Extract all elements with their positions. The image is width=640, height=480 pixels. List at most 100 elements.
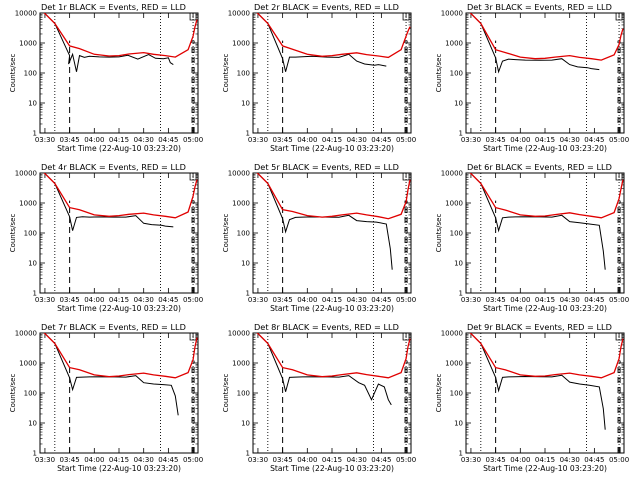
plot-frame [39, 12, 199, 134]
y-tick-label: 1 [33, 450, 37, 458]
y-tick-label: 1000 [232, 360, 250, 368]
y-axis-label: Counts/sec [435, 54, 443, 93]
y-tick-label: 10000 [228, 170, 250, 178]
x-tick-label: 04:00 [84, 296, 104, 304]
marker-bracket [615, 333, 623, 341]
x-tick-label: 04:00 [297, 456, 317, 464]
y-tick-label: 100 [450, 70, 463, 78]
x-tick-label: 04:45 [371, 296, 391, 304]
panel-title: Det 4r BLACK = Events, RED = LLD [41, 162, 186, 172]
x-tick-label: 03:30 [35, 456, 55, 464]
x-tick-label: 05:00 [396, 136, 416, 144]
plot-frame [465, 12, 625, 134]
y-tick-label: 10 [241, 420, 250, 428]
y-tick-label: 10000 [228, 330, 250, 338]
x-tick-label: 04:45 [158, 456, 178, 464]
marker-bracket [615, 173, 623, 181]
x-tick-label: 03:30 [461, 456, 481, 464]
x-tick-label: 04:30 [347, 456, 367, 464]
y-tick-label: 100 [450, 390, 463, 398]
series-line-events [469, 13, 600, 74]
series-line-lld [43, 13, 198, 58]
x-tick-label: 04:45 [371, 136, 391, 144]
y-tick-label: 1 [246, 290, 250, 298]
x-tick-label: 03:45 [273, 136, 293, 144]
series-line-events [469, 173, 606, 270]
detector-panel-8: Det 8r BLACK = Events, RED = LLD 1 10 100 10… [222, 322, 416, 473]
panel-title: Det 3r BLACK = Events, RED = LLD [467, 2, 612, 12]
detector-panel-7: Det 7r BLACK = Events, RED = LLD 1 10 100 10… [9, 322, 203, 473]
y-tick-label: 10000 [15, 10, 37, 18]
x-tick-label: 04:15 [322, 296, 342, 304]
marker-bracket [189, 333, 197, 341]
y-tick-label: 10000 [228, 10, 250, 18]
x-tick-label: 03:45 [273, 296, 293, 304]
x-tick-label: 04:45 [371, 456, 391, 464]
x-tick-label: 05:00 [183, 296, 203, 304]
x-tick-label: 05:00 [609, 296, 629, 304]
x-tick-label: 04:15 [109, 296, 129, 304]
x-tick-label: 04:00 [84, 136, 104, 144]
x-tick-label: 05:00 [609, 456, 629, 464]
y-tick-label: 10 [28, 260, 37, 268]
x-tick-label: 04:15 [322, 456, 342, 464]
x-tick-label: 03:45 [60, 456, 80, 464]
x-tick-label: 04:30 [560, 456, 580, 464]
marker-bracket [189, 13, 197, 21]
x-tick-label: 04:15 [535, 296, 555, 304]
x-axis-label: Start Time (22-Aug-10 03:23:20) [57, 144, 181, 153]
x-tick-label: 04:45 [584, 456, 604, 464]
x-tick-label: 05:00 [183, 136, 203, 144]
y-axis-label: Counts/sec [9, 214, 17, 253]
detector-panel-3: Det 3r BLACK = Events, RED = LLD 1 10 100 10… [435, 2, 629, 153]
x-tick-label: 04:30 [134, 296, 154, 304]
x-tick-label: 04:45 [584, 136, 604, 144]
panel-title: Det 5r BLACK = Events, RED = LLD [254, 162, 399, 172]
x-tick-label: 04:15 [322, 136, 342, 144]
y-tick-label: 10000 [441, 10, 463, 18]
y-tick-label: 1 [459, 450, 463, 458]
y-tick-label: 10 [241, 100, 250, 108]
series-line-events [43, 173, 174, 231]
x-tick-label: 04:00 [297, 296, 317, 304]
y-axis-label: Counts/sec [222, 214, 230, 253]
x-axis-label: Start Time (22-Aug-10 03:23:20) [57, 464, 181, 473]
y-tick-label: 1000 [445, 200, 463, 208]
panel-title: Det 6r BLACK = Events, RED = LLD [467, 162, 612, 172]
x-tick-label: 04:00 [510, 296, 530, 304]
y-tick-label: 10000 [15, 170, 37, 178]
series-line-lld [256, 173, 411, 220]
y-tick-label: 1000 [19, 40, 37, 48]
panel-title: Det 8r BLACK = Events, RED = LLD [254, 322, 399, 332]
x-tick-label: 04:15 [535, 456, 555, 464]
y-tick-label: 1 [33, 290, 37, 298]
x-tick-label: 05:00 [183, 456, 203, 464]
panel-title: Det 1r BLACK = Events, RED = LLD [41, 2, 186, 12]
y-axis-label: Counts/sec [9, 374, 17, 413]
y-tick-label: 1 [246, 450, 250, 458]
x-tick-label: 04:00 [510, 456, 530, 464]
series-line-lld [43, 173, 198, 219]
series-line-lld [256, 333, 411, 379]
x-tick-label: 05:00 [396, 456, 416, 464]
x-tick-label: 03:45 [486, 456, 506, 464]
x-tick-label: 04:15 [109, 456, 129, 464]
x-axis-label: Start Time (22-Aug-10 03:23:20) [270, 304, 394, 313]
x-tick-label: 03:30 [35, 136, 55, 144]
x-tick-label: 03:45 [486, 296, 506, 304]
series-line-events [43, 333, 179, 416]
y-tick-label: 100 [24, 230, 37, 238]
x-tick-label: 04:15 [109, 136, 129, 144]
y-axis-label: Counts/sec [9, 54, 17, 93]
y-tick-label: 1 [459, 290, 463, 298]
marker-bracket [615, 13, 623, 21]
series-line-lld [469, 333, 624, 379]
panel-title: Det 7r BLACK = Events, RED = LLD [41, 322, 186, 332]
y-tick-label: 10000 [441, 330, 463, 338]
x-tick-label: 03:30 [248, 296, 268, 304]
y-tick-label: 10 [241, 260, 250, 268]
x-tick-label: 04:30 [347, 296, 367, 304]
series-line-events [256, 173, 393, 270]
series-line-lld [469, 13, 624, 61]
